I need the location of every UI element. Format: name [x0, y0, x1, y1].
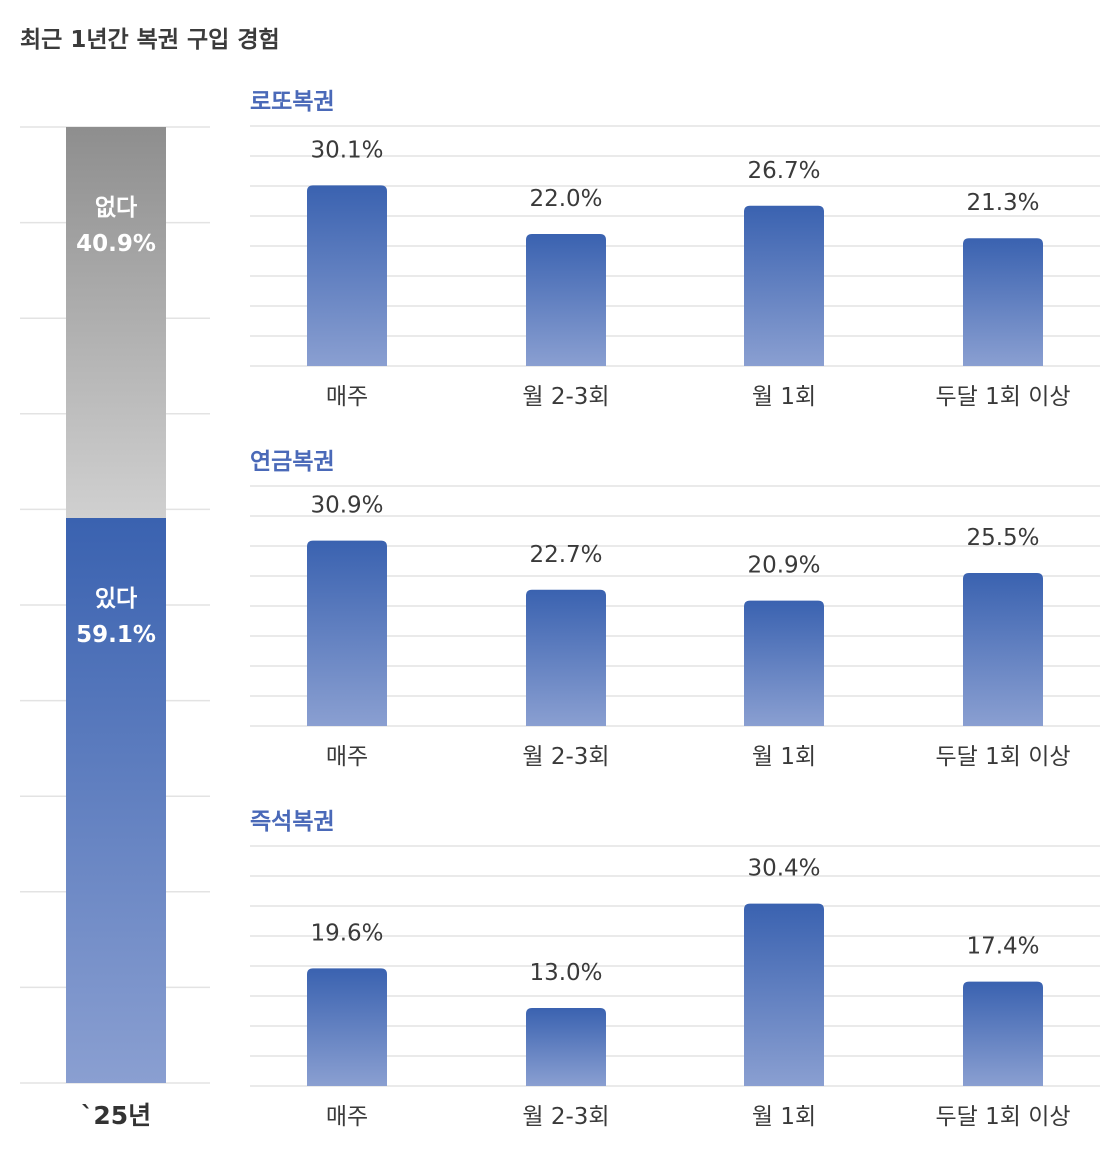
bar — [744, 205, 824, 366]
data-label: 20.9% — [747, 553, 820, 579]
data-label: 19.6% — [310, 920, 383, 946]
x-tick-label: 두달 1회 이상 — [935, 384, 1070, 410]
panel-title: 즉석복권 — [250, 809, 335, 835]
x-tick-label: 두달 1회 이상 — [935, 744, 1070, 770]
segment-value-no: 40.9% — [76, 231, 156, 257]
x-tick-label: 월 2-3회 — [522, 1104, 609, 1130]
x-tick-label: 월 1회 — [752, 1104, 816, 1130]
x-tick-label: 매주 — [326, 1104, 368, 1130]
data-label: 22.0% — [529, 186, 602, 212]
bar — [963, 238, 1043, 366]
x-tick-label: 매주 — [326, 744, 368, 770]
data-label: 17.4% — [966, 934, 1039, 960]
data-label: 22.7% — [529, 542, 602, 568]
bar-segment-no — [66, 127, 166, 519]
bar — [526, 1008, 606, 1086]
x-tick-label: 두달 1회 이상 — [935, 1104, 1070, 1130]
x-tick-label: 월 1회 — [752, 384, 816, 410]
bar-panel-2: 연금복권 30.9% 매주 22.7% 월 2-3회 20.9% 월 1회 25.5% 두달 1… — [250, 449, 1100, 770]
bar — [744, 903, 824, 1086]
page-title: 최근 1년간 복권 구입 경험 — [20, 27, 280, 53]
panel-title: 로또복권 — [250, 89, 335, 115]
bar — [963, 981, 1043, 1086]
bar — [963, 573, 1043, 726]
bar — [307, 185, 387, 366]
bar — [307, 968, 387, 1086]
data-label: 30.4% — [747, 856, 820, 882]
data-label: 25.5% — [966, 525, 1039, 551]
segment-name-no: 없다 — [95, 195, 137, 221]
x-tick-label: 월 2-3회 — [522, 744, 609, 770]
bar — [526, 589, 606, 726]
x-tick-label: 월 1회 — [752, 744, 816, 770]
bar — [307, 540, 387, 726]
bar-panel-1: 로또복권 30.1% 매주 22.0% 월 2-3회 26.7% 월 1회 21.3% 두달 1… — [250, 89, 1100, 410]
data-label: 30.9% — [310, 493, 383, 519]
data-label: 21.3% — [966, 190, 1039, 216]
bar-segment-yes — [66, 518, 166, 1083]
bar-panels: 로또복권 30.1% 매주 22.0% 월 2-3회 26.7% 월 1회 21.3% 두달 1… — [250, 89, 1100, 1130]
bar-panel-3: 즉석복권 19.6% 매주 13.0% 월 2-3회 30.4% 월 1회 17.4% 두달 1… — [250, 809, 1100, 1130]
panel-title: 연금복권 — [250, 449, 335, 475]
x-tick-label: `25년 — [81, 1101, 151, 1130]
segment-name-yes: 있다 — [95, 586, 137, 612]
x-tick-label: 월 2-3회 — [522, 384, 609, 410]
data-label: 30.1% — [310, 137, 383, 163]
bar — [526, 234, 606, 366]
data-label: 13.0% — [529, 960, 602, 986]
x-tick-label: 매주 — [326, 384, 368, 410]
bar — [744, 600, 824, 726]
data-label: 26.7% — [747, 158, 820, 184]
stacked-bar-chart: 없다 40.9% 있다 59.1% `25년 — [20, 126, 210, 1130]
segment-value-yes: 59.1% — [76, 622, 156, 648]
